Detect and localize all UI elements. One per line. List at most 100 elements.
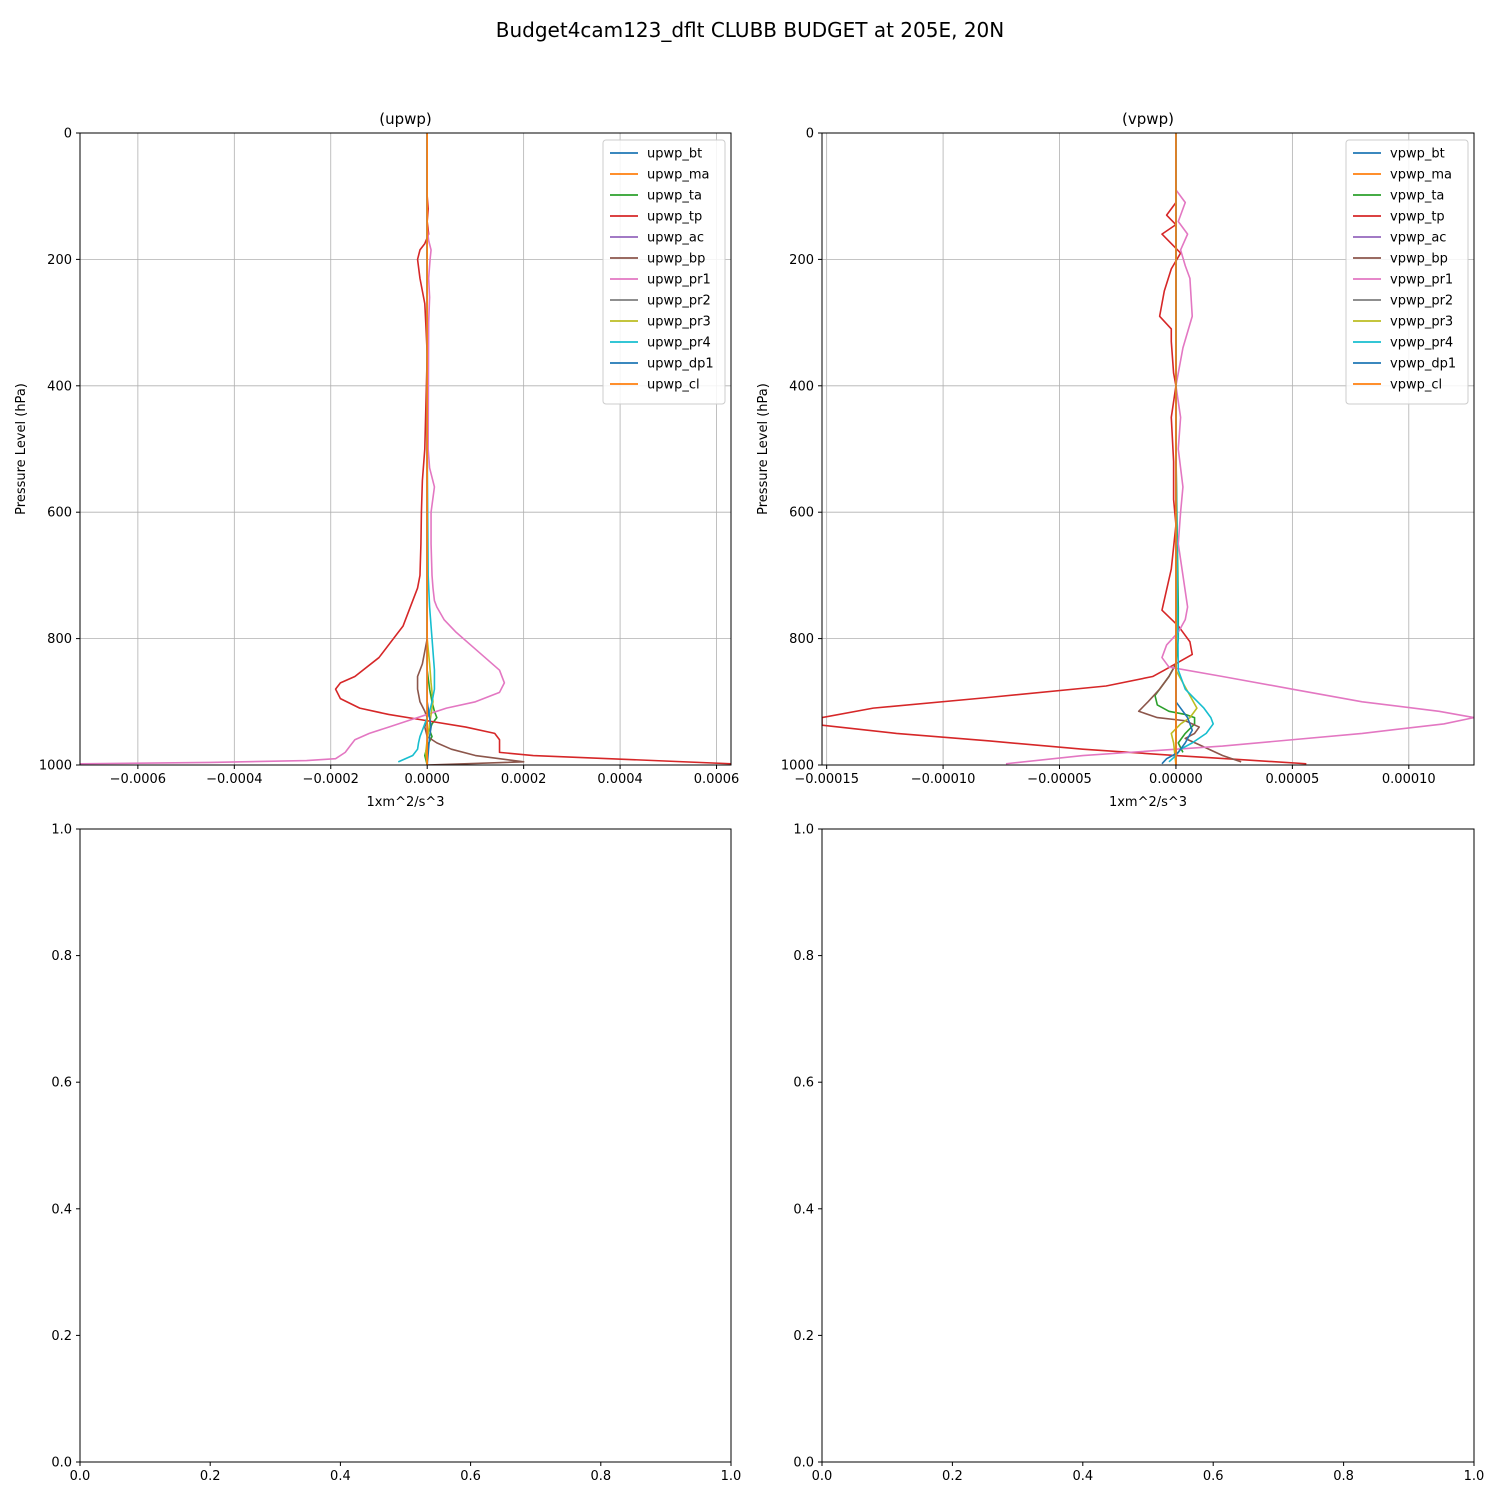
x-tick-label: 0.2 bbox=[942, 1469, 963, 1484]
panel-title: (upwp) bbox=[379, 110, 432, 128]
axes-frame bbox=[79, 828, 732, 1463]
x-tick-label: 0.0002 bbox=[501, 772, 547, 787]
x-tick-label: −0.00010 bbox=[911, 772, 976, 787]
y-tick-label: 800 bbox=[47, 632, 72, 647]
y-tick-label: 0.0 bbox=[793, 1456, 814, 1471]
x-tick-label: −0.00015 bbox=[794, 772, 859, 787]
legend-entry: upwp_pr3 bbox=[647, 315, 711, 330]
legend-entry: upwp_pr1 bbox=[647, 273, 711, 288]
y-tick-label: 0 bbox=[806, 127, 814, 142]
panels: −0.0006 −0.0004 −0.0002 0.0000 0.0002 0.0004 0… bbox=[14, 110, 1484, 1484]
x-tick-label: 0.8 bbox=[1333, 1469, 1354, 1484]
x-tick-label: 0.0 bbox=[70, 1469, 91, 1484]
legend-entry: upwp_ta bbox=[647, 189, 702, 204]
legend-entry: vpwp_ac bbox=[1390, 231, 1446, 246]
axes-frame bbox=[79, 132, 732, 766]
x-tick-label: 1.0 bbox=[721, 1469, 742, 1484]
y-tick-label: 400 bbox=[789, 379, 814, 394]
y-tick-label: 1.0 bbox=[51, 823, 72, 838]
axes-frame bbox=[821, 828, 1475, 1463]
panel-1: −0.00015 −0.00010 −0.00005 0.00000 0.00005 0.… bbox=[756, 110, 1475, 810]
x-tick-label: 0.2 bbox=[200, 1469, 221, 1484]
x-tick-label: 1.0 bbox=[1464, 1469, 1485, 1484]
y-tick-label: 0.4 bbox=[793, 1202, 814, 1217]
x-tick-label: 0.00005 bbox=[1265, 772, 1319, 787]
x-tick-label: 0.0004 bbox=[597, 772, 643, 787]
x-tick-label: 0.8 bbox=[590, 1469, 611, 1484]
legend-entry: vpwp_pr3 bbox=[1390, 315, 1453, 330]
x-tick-label: 0.0000 bbox=[404, 772, 450, 787]
x-tick-label: 0.00000 bbox=[1149, 772, 1203, 787]
legend-entry: vpwp_tp bbox=[1390, 210, 1445, 225]
series-line-upwp_pr4 bbox=[397, 133, 436, 763]
legend-entry: upwp_ac bbox=[647, 231, 704, 246]
y-tick-label: 1000 bbox=[39, 759, 72, 774]
y-tick-label: 0.6 bbox=[793, 1076, 814, 1091]
x-tick-label: 0.00010 bbox=[1382, 772, 1436, 787]
legend-entry: upwp_bp bbox=[647, 252, 705, 267]
panel-2: 0.0 0.2 0.4 0.6 0.8 1.0 0.0 0.2 0.4 0.6 0.8 1.0 bbox=[51, 823, 741, 1485]
series-line-upwp_tp bbox=[334, 133, 731, 765]
series-group bbox=[80, 133, 731, 765]
y-tick-label: 800 bbox=[789, 632, 814, 647]
legend-entry: vpwp_bt bbox=[1390, 147, 1445, 162]
y-axis-label: Pressure Level (hPa) bbox=[756, 383, 771, 515]
y-tick-label: 0.2 bbox=[793, 1329, 814, 1344]
x-tick-label: 0.6 bbox=[1203, 1469, 1224, 1484]
y-tick-label: 600 bbox=[789, 506, 814, 521]
x-axis-label: 1xm^2/s^3 bbox=[366, 795, 444, 810]
series-line-upwp_pr1 bbox=[80, 133, 506, 765]
x-tick-label: 0.0 bbox=[812, 1469, 833, 1484]
y-tick-label: 0.0 bbox=[51, 1456, 72, 1471]
figure-title: Budget4cam123_dflt CLUBB BUDGET at 205E,… bbox=[496, 18, 1004, 42]
x-tick-label: 0.4 bbox=[1072, 1469, 1093, 1484]
legend-entry: upwp_dp1 bbox=[647, 357, 714, 372]
y-axis-label: Pressure Level (hPa) bbox=[14, 383, 29, 515]
y-tick-label: 0.4 bbox=[51, 1202, 72, 1217]
legend-entry: vpwp_bp bbox=[1390, 252, 1448, 267]
legend-entry: upwp_ma bbox=[647, 168, 710, 183]
legend-entry: upwp_tp bbox=[647, 210, 702, 225]
x-tick-label: 0.4 bbox=[330, 1469, 351, 1484]
y-tick-label: 0.6 bbox=[51, 1076, 72, 1091]
legend-entry: upwp_bt bbox=[647, 147, 702, 162]
legend-box bbox=[1345, 139, 1469, 405]
y-tick-label: 1.0 bbox=[793, 823, 814, 838]
y-tick-label: 0 bbox=[64, 127, 72, 142]
y-tick-label: 0.2 bbox=[51, 1329, 72, 1344]
x-tick-label: −0.0004 bbox=[206, 772, 262, 787]
legend-entry: vpwp_pr4 bbox=[1390, 336, 1453, 351]
y-tick-label: 1000 bbox=[781, 759, 814, 774]
legend: vpwp_bt vpwp_ma vpwp_ta vpwp_tp vpwp_ac vpwp_… bbox=[1345, 139, 1469, 405]
series-line-vpwp_pr1 bbox=[1005, 133, 1474, 765]
x-tick-label: 0.6 bbox=[460, 1469, 481, 1484]
panel-title: (vpwp) bbox=[1122, 110, 1174, 128]
legend-entry: upwp_pr2 bbox=[647, 294, 711, 309]
y-tick-label: 400 bbox=[47, 379, 72, 394]
x-axis-label: 1xm^2/s^3 bbox=[1109, 795, 1187, 810]
y-tick-label: 200 bbox=[789, 253, 814, 268]
x-tick-label: −0.0002 bbox=[303, 772, 359, 787]
x-tick-label: −0.00005 bbox=[1027, 772, 1092, 787]
legend-entry: vpwp_cl bbox=[1390, 378, 1442, 393]
series-group bbox=[822, 133, 1474, 765]
legend-entry: vpwp_ma bbox=[1390, 168, 1452, 183]
legend-entry: vpwp_ta bbox=[1390, 189, 1444, 204]
panel-3: 0.0 0.2 0.4 0.6 0.8 1.0 0.0 0.2 0.4 0.6 0.8 1.0 bbox=[793, 823, 1484, 1485]
panel-0: −0.0006 −0.0004 −0.0002 0.0000 0.0002 0.0004 0… bbox=[14, 110, 739, 810]
legend-entry: vpwp_pr2 bbox=[1390, 294, 1453, 309]
legend-entry: vpwp_pr1 bbox=[1390, 273, 1453, 288]
legend-entry: upwp_cl bbox=[647, 378, 700, 393]
legend-box bbox=[602, 139, 726, 405]
legend-entry: upwp_pr4 bbox=[647, 336, 711, 351]
legend: upwp_bt upwp_ma upwp_ta upwp_tp upwp_ac upwp_… bbox=[602, 139, 726, 405]
y-tick-label: 200 bbox=[47, 253, 72, 268]
x-tick-label: 0.0006 bbox=[694, 772, 740, 787]
y-tick-label: 0.8 bbox=[51, 949, 72, 964]
legend-entry: vpwp_dp1 bbox=[1390, 357, 1456, 372]
x-tick-label: −0.0006 bbox=[110, 772, 166, 787]
axes-frame bbox=[821, 132, 1475, 766]
y-tick-label: 0.8 bbox=[793, 949, 814, 964]
